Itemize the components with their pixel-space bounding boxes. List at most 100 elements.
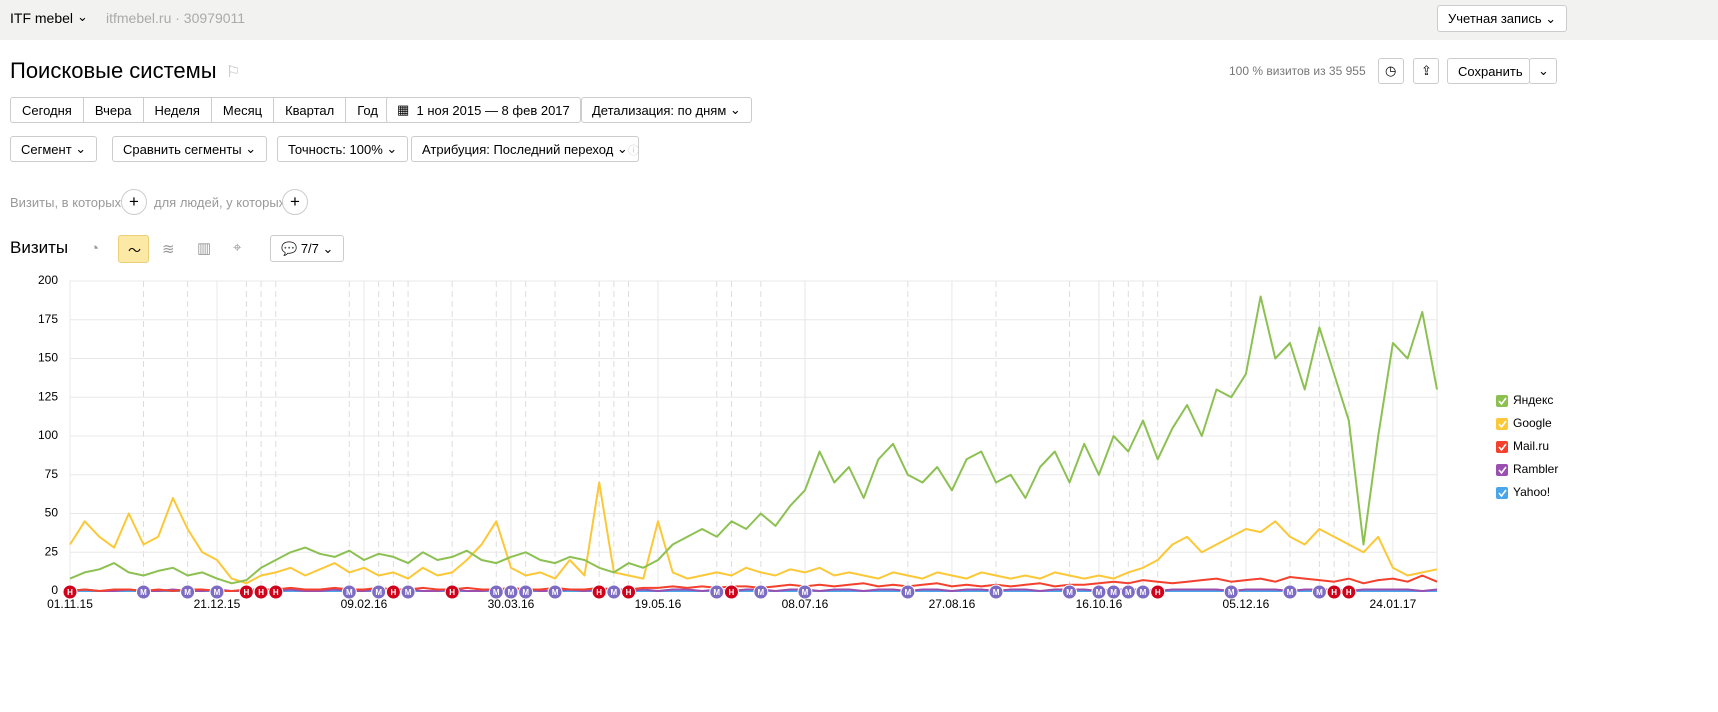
y-tick-label: 200 — [38, 273, 58, 287]
notes-button[interactable]: 💬 7/7 ⌄ — [270, 235, 345, 262]
add-condition[interactable]: + — [282, 189, 308, 215]
filter-button[interactable]: Точность: 100% ⌄ — [277, 136, 409, 162]
site-name[interactable]: ITF mebel — [10, 10, 74, 26]
annotation-label: М — [1096, 588, 1103, 597]
y-tick-label: 75 — [45, 467, 59, 481]
bookmark-icon[interactable]: ⚐ — [226, 64, 241, 81]
segment-people: для людей, у которых — [154, 195, 286, 210]
bars-icon[interactable]: ▥ — [197, 240, 212, 257]
filter-button[interactable]: Атрибуция: Последний переход ⌄ — [411, 136, 639, 162]
y-tick-label: 125 — [38, 389, 58, 403]
annotation-marker — [1223, 584, 1239, 600]
area-icon[interactable]: ≋ — [162, 241, 175, 258]
x-tick-label: 30.03.16 — [488, 597, 535, 611]
legend-swatch[interactable] — [1496, 487, 1508, 499]
annotation-label: Н — [243, 588, 249, 597]
annotation-marker — [1091, 584, 1107, 600]
add-condition[interactable]: + — [121, 189, 147, 215]
annotation-marker — [238, 584, 254, 600]
legend-check — [1498, 397, 1507, 406]
period-button[interactable]: Месяц — [212, 98, 275, 122]
account-button[interactable]: Учетная запись ⌄ — [1437, 5, 1568, 32]
date-range[interactable]: ▦ 1 ноя 2015 — 8 фев 2017 — [386, 97, 581, 123]
legend-label: Rambler — [1513, 462, 1558, 476]
detail-select[interactable]: Детализация: по дням ⌄ — [581, 97, 752, 123]
pie-icon[interactable]: ◔ — [90, 240, 100, 257]
annotation-label: Н — [1346, 588, 1352, 597]
legend-swatch[interactable] — [1496, 441, 1508, 453]
annotation-marker — [753, 584, 769, 600]
x-tick-label: 01.11.15 — [47, 597, 93, 611]
annotation-marker — [723, 584, 739, 600]
x-tick-label: 24.01.17 — [1370, 597, 1417, 611]
period-button[interactable]: Вчера — [84, 98, 144, 122]
filter-button[interactable]: Сравнить сегменты ⌄ — [112, 136, 268, 162]
site-domain: itfmebel.ru · 30979011 — [106, 10, 246, 26]
x-tick-label: 05.12.16 — [1223, 597, 1270, 611]
help-icon[interactable]: ⓘ — [628, 145, 639, 157]
annotation-label: М — [993, 588, 1000, 597]
annotation-marker — [488, 584, 504, 600]
annotation-marker — [503, 584, 519, 600]
legend-label: Яндекс — [1513, 393, 1553, 407]
save-menu[interactable]: ⌄ — [1529, 58, 1557, 84]
filter-button[interactable]: Сегмент ⌄ — [10, 136, 98, 162]
legend-swatch[interactable] — [1496, 464, 1508, 476]
annotation-label: М — [346, 588, 353, 597]
annotation-marker — [591, 584, 607, 600]
series-line — [69, 295, 1438, 585]
save-button[interactable]: Сохранить — [1447, 58, 1530, 84]
annotation-label: М — [405, 588, 412, 597]
filter-label: Сегмент — [21, 141, 72, 157]
period-button[interactable]: Год — [357, 102, 378, 118]
annotation-marker — [400, 584, 416, 600]
annotation-label: М — [1287, 588, 1294, 597]
save-label: Сохранить — [1458, 63, 1523, 79]
annotation-label: Н — [449, 588, 455, 597]
x-tick-label: 21.12.15 — [194, 597, 241, 611]
legend-check — [1498, 466, 1507, 475]
segment-visits: Визиты, в которых — [10, 195, 122, 210]
annotation-marker — [180, 584, 196, 600]
account-label: Учетная запись — [1448, 11, 1542, 26]
chevron: ⌄ — [77, 9, 88, 24]
annotation-marker — [900, 584, 916, 600]
annotation-label: М — [802, 588, 809, 597]
annotation-marker — [988, 584, 1004, 600]
notes-count: 7/7 — [300, 241, 319, 256]
period-button[interactable]: Сегодня — [11, 98, 84, 122]
annotation-label: М — [758, 588, 765, 597]
annotation-marker — [518, 584, 534, 600]
annotation-label: М — [1316, 588, 1323, 597]
legend-swatch[interactable] — [1496, 418, 1508, 430]
annotation-label: М — [184, 588, 191, 597]
page-title: Поисковые системы — [10, 58, 217, 83]
annotation-marker — [1062, 584, 1078, 600]
x-tick-label: 19.05.16 — [635, 597, 682, 611]
map-icon[interactable]: ⌖ — [233, 239, 242, 256]
period-button[interactable]: Квартал — [274, 98, 347, 122]
series-line — [69, 574, 1438, 592]
annotation-marker — [1311, 584, 1327, 600]
filter-label: Сравнить сегменты — [123, 141, 242, 157]
export-button[interactable]: ⇪ — [1413, 58, 1439, 84]
period-group: Сегодня Вчера Неделя Месяц Квартал Год — [10, 97, 390, 123]
legend-label: Google — [1513, 416, 1552, 430]
annotation-marker — [253, 584, 269, 600]
annotation-label: М — [1110, 588, 1117, 597]
history-button[interactable]: ◷ — [1378, 58, 1404, 84]
annotation-marker — [606, 584, 622, 600]
line-chart-toggle[interactable]: 〜 — [118, 235, 149, 263]
annotation-marker — [1135, 584, 1151, 600]
annotation-label: Н — [273, 588, 279, 597]
legend-swatch[interactable] — [1496, 395, 1508, 407]
top-bar: ITF mebel ⌄ itfmebel.ru · 30979011 Учетна… — [0, 0, 1718, 40]
x-tick-label: 16.10.16 — [1076, 597, 1123, 611]
annotation-marker — [1282, 584, 1298, 600]
annotation-marker — [1120, 584, 1136, 600]
annotation-marker — [371, 584, 387, 600]
annotation-label: М — [140, 588, 147, 597]
period-button[interactable]: Неделя — [144, 98, 212, 122]
annotation-marker — [709, 584, 725, 600]
